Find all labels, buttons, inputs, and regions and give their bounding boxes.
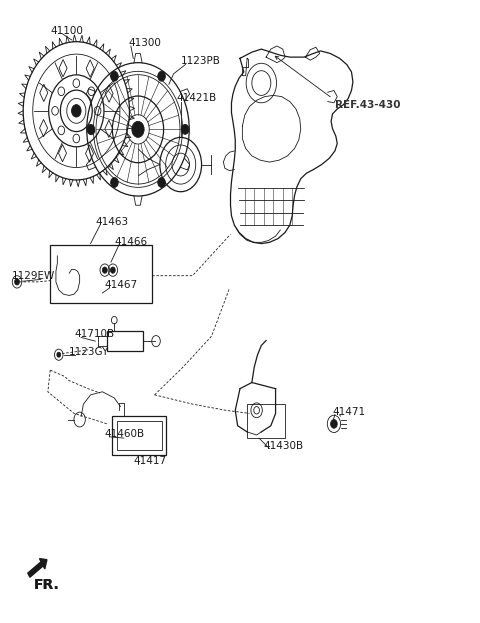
Circle shape (181, 125, 189, 135)
Bar (50, 245, 152, 303)
Text: 41466: 41466 (114, 237, 147, 247)
Text: FR.: FR. (34, 578, 60, 592)
Circle shape (102, 267, 107, 273)
Circle shape (110, 178, 118, 188)
Text: 41467: 41467 (105, 280, 138, 290)
Circle shape (14, 278, 19, 285)
Bar (247, 404, 285, 438)
Text: REF.43-430: REF.43-430 (335, 100, 400, 110)
Text: 41421B: 41421B (176, 93, 216, 103)
Circle shape (57, 352, 60, 357)
Circle shape (110, 267, 115, 273)
Text: 1129EW: 1129EW (12, 270, 56, 281)
Circle shape (331, 419, 337, 428)
Text: 1123PB: 1123PB (180, 57, 221, 67)
Text: 41471: 41471 (333, 407, 366, 417)
Circle shape (132, 121, 144, 137)
Circle shape (158, 71, 166, 81)
Text: 41430B: 41430B (264, 441, 304, 451)
Text: 41463: 41463 (96, 217, 129, 227)
Bar (107, 331, 143, 351)
Text: 41300: 41300 (129, 38, 161, 48)
Bar (117, 421, 162, 450)
Text: 1123GY: 1123GY (69, 346, 109, 356)
Text: 41710B: 41710B (74, 330, 114, 340)
Text: 41460B: 41460B (105, 429, 145, 439)
FancyArrow shape (28, 559, 47, 578)
Text: 41100: 41100 (50, 26, 83, 36)
Text: 41417: 41417 (133, 456, 167, 466)
Circle shape (110, 71, 118, 81)
Text: FR.: FR. (34, 578, 60, 592)
Bar (112, 416, 167, 455)
Circle shape (72, 105, 81, 117)
Circle shape (158, 178, 166, 188)
Circle shape (87, 125, 95, 135)
